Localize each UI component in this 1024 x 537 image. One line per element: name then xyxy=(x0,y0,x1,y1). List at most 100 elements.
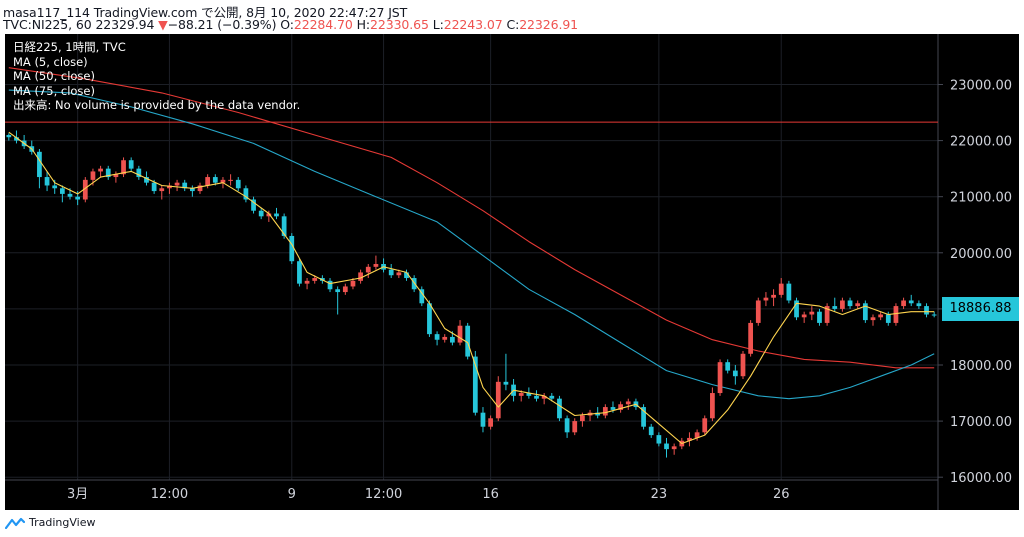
time-tick-label: 12:00 xyxy=(365,487,402,502)
candle xyxy=(641,404,646,430)
candle-body xyxy=(794,300,799,318)
candle-body xyxy=(702,418,708,433)
candle-body xyxy=(862,303,868,321)
candle-body xyxy=(197,185,203,192)
candle-body xyxy=(855,303,861,307)
candle-body xyxy=(687,437,692,441)
candle-body xyxy=(602,407,608,416)
price-chart[interactable]: 16000.0017000.0018000.0019000.0020000.00… xyxy=(5,34,1019,510)
candle-body xyxy=(901,300,906,307)
candle-body xyxy=(189,188,195,192)
candle-body xyxy=(388,269,394,276)
time-tick-label: 16 xyxy=(482,487,499,502)
candle xyxy=(37,149,42,189)
candle xyxy=(717,359,723,396)
candle xyxy=(258,207,264,220)
candle xyxy=(916,300,922,309)
high-value: 22330.65 xyxy=(370,17,429,32)
candle xyxy=(725,359,731,374)
candle-body xyxy=(664,443,669,450)
candle xyxy=(44,171,50,192)
candle-body xyxy=(840,300,845,309)
candle-body xyxy=(113,174,119,178)
candle-body xyxy=(549,395,555,399)
candle-body xyxy=(121,160,126,175)
candle xyxy=(442,334,448,343)
candle-body xyxy=(801,314,807,318)
candle-body xyxy=(625,401,631,405)
candle-body xyxy=(404,272,409,279)
candle xyxy=(136,165,142,180)
candle xyxy=(924,303,929,318)
candle xyxy=(847,297,853,309)
candle-body xyxy=(136,168,142,178)
candle-body xyxy=(931,314,937,316)
candle xyxy=(98,165,103,178)
price-tick-label: 23000.00 xyxy=(950,78,1012,93)
candle-body xyxy=(885,314,891,323)
candle xyxy=(434,331,440,346)
candle-body xyxy=(151,182,157,192)
candle xyxy=(503,353,509,391)
candle xyxy=(656,432,662,447)
candle-body xyxy=(228,179,233,181)
legend-ma75[interactable]: MA (75, close) xyxy=(13,83,95,98)
candle xyxy=(411,275,417,293)
candle-body xyxy=(472,356,478,413)
candle-body xyxy=(167,185,172,189)
candle xyxy=(159,185,165,200)
candle xyxy=(870,314,876,326)
candle xyxy=(786,280,792,304)
candle-body xyxy=(266,213,272,217)
candle xyxy=(557,395,562,422)
candle-body xyxy=(274,213,279,217)
candle-body xyxy=(304,280,310,284)
candle-body xyxy=(503,381,509,385)
candle xyxy=(427,300,432,337)
candle xyxy=(755,297,761,326)
candle-body xyxy=(128,160,134,169)
candle xyxy=(855,300,861,309)
candle-body xyxy=(350,280,356,287)
legend-ma5[interactable]: MA (5, close) xyxy=(13,54,88,69)
candle-body xyxy=(258,210,264,217)
chart-legend: 日経225, 1時間, TVC MA (5, close) MA (50, cl… xyxy=(13,40,300,113)
candle-body xyxy=(144,177,149,183)
candle xyxy=(694,429,700,441)
candle-body xyxy=(924,306,929,315)
tradingview-logo[interactable]: TradingView xyxy=(5,516,95,529)
last-price: 22329.94 xyxy=(95,17,155,32)
publish-info: masa117_114 TradingView.com で公開, 8月 10, … xyxy=(3,5,408,20)
candle xyxy=(771,289,776,307)
brand-name: TradingView xyxy=(29,516,96,529)
candle-body xyxy=(312,278,318,281)
candle xyxy=(404,269,409,281)
candle-body xyxy=(212,177,218,183)
candle xyxy=(832,297,838,312)
symbol-ohlc-line: TVC:NI225, 60 22329.94 ▼−88.21 (−0.39%) … xyxy=(3,17,578,32)
legend-ma50[interactable]: MA (50, close) xyxy=(13,69,95,83)
candle-body xyxy=(251,199,256,211)
candle xyxy=(113,171,119,183)
candle xyxy=(472,350,478,416)
close-value: 22326.91 xyxy=(519,17,579,32)
candle xyxy=(893,303,899,326)
candle-body xyxy=(411,278,417,290)
candle-body xyxy=(694,432,700,438)
candle xyxy=(778,278,784,298)
ma50-series xyxy=(8,89,935,400)
chart-panel[interactable]: 日経225, 1時間, TVC MA (5, close) MA (50, cl… xyxy=(5,34,1019,510)
candle xyxy=(648,423,654,438)
candle-body xyxy=(98,168,103,172)
candle-body xyxy=(725,362,731,371)
candle xyxy=(587,409,593,422)
candle xyxy=(732,364,738,385)
low-value: 22243.07 xyxy=(443,17,503,32)
candle-body xyxy=(870,317,876,321)
candle-body xyxy=(59,188,65,194)
candle xyxy=(710,387,715,422)
candle xyxy=(228,174,233,186)
legend-volume: 出来高: No volume is provided by the data v… xyxy=(13,98,301,112)
candle-body xyxy=(465,325,471,357)
candle xyxy=(618,401,623,413)
